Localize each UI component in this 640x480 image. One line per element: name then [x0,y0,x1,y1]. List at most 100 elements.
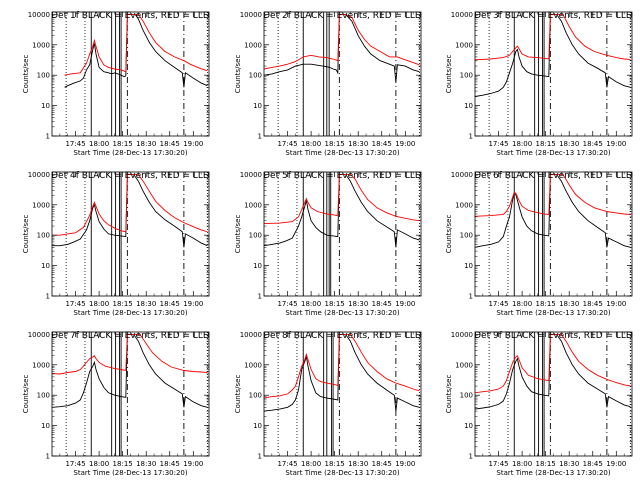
panel-8: 1 10 100 1000 10000 17:45 18:00 18:15 18:30 18:45… [234,331,422,477]
x-tick-label: 18:00 [512,300,532,308]
y-tick-label: 100 [37,392,50,400]
x-tick-label: 17:45 [277,300,297,308]
x-axis-label: Start Time (28-Dec-13 17:30:20) [285,309,399,317]
x-tick-label: 18:00 [301,460,321,468]
y-tick-label: 10 [41,422,50,430]
x-tick-label: 18:45 [372,300,392,308]
panel-3: 1 10 100 1000 10000 17:45 18:00 18:15 18:30 18:45… [445,11,633,157]
x-tick-label: 18:00 [89,460,109,468]
x-tick-label: 19:00 [606,140,626,148]
panel-7: 1 10 100 1000 10000 17:45 18:00 18:15 18:30 18:45… [22,331,210,477]
y-tick-label: 10 [253,262,262,270]
x-tick-label: 18:15 [325,460,345,468]
y-axis-label: Counts/sec [445,375,453,414]
y-tick-label: 1000 [455,361,473,369]
panel-title: Det 1f BLACK = Events, RED = LLD [51,11,210,21]
y-tick-label: 1000 [455,41,473,49]
y-axis-label: Counts/sec [234,55,242,94]
plot-frame [474,331,633,457]
panel-title: Det 7f BLACK = Events, RED = LLD [51,331,210,341]
y-tick-label: 1 [258,293,262,301]
x-tick-label: 18:30 [348,140,368,148]
x-tick-label: 18:15 [536,460,556,468]
y-tick-label: 1000 [244,361,262,369]
x-axis-label: Start Time (28-Dec-13 17:30:20) [496,149,610,157]
x-tick-label: 18:15 [113,300,133,308]
x-tick-label: 18:00 [89,140,109,148]
x-axis-label: Start Time (28-Dec-13 17:30:20) [285,469,399,477]
x-tick-label: 18:45 [372,140,392,148]
y-tick-label: 1 [469,133,473,141]
x-tick-label: 18:15 [536,300,556,308]
x-tick-label: 19:00 [395,300,415,308]
plot-frame [263,11,422,137]
x-axis-label: Start Time (28-Dec-13 17:30:20) [496,469,610,477]
x-tick-label: 18:45 [372,460,392,468]
x-tick-label: 19:00 [183,460,203,468]
y-tick-label: 10000 [28,11,50,19]
y-tick-label: 1000 [32,201,50,209]
y-tick-label: 10 [464,422,473,430]
x-tick-label: 17:45 [65,140,85,148]
x-tick-label: 17:45 [277,460,297,468]
x-tick-label: 17:45 [277,140,297,148]
panel-5: 1 10 100 1000 10000 17:45 18:00 18:15 18:30 18:45… [234,171,422,317]
y-tick-label: 1 [258,133,262,141]
events-series [64,13,208,88]
marker-lines [65,12,208,136]
x-tick-label: 17:45 [65,300,85,308]
x-tick-label: 18:30 [348,460,368,468]
panel-title: Det 2f BLACK = Events, RED = LLD [263,11,422,21]
x-tick-label: 18:30 [136,300,156,308]
x-tick-label: 18:30 [348,300,368,308]
plot-frame [51,331,210,457]
lld-series [52,333,208,375]
x-tick-label: 19:00 [395,140,415,148]
lld-series [264,13,420,70]
events-series [264,333,420,412]
x-tick-label: 19:00 [395,460,415,468]
y-tick-label: 10 [41,102,50,110]
panel-2: 1 10 100 1000 10000 17:45 18:00 18:15 18:30 18:45… [234,11,422,157]
x-tick-label: 18:15 [325,140,345,148]
x-tick-label: 18:15 [113,460,133,468]
x-tick-label: 18:45 [160,460,180,468]
y-tick-label: 100 [37,72,50,80]
events-series [475,13,631,97]
marker-lines [277,332,420,456]
x-tick-label: 18:00 [512,140,532,148]
x-tick-label: 17:45 [488,140,508,148]
y-tick-label: 10000 [240,11,262,19]
lld-series [475,13,631,61]
y-tick-label: 1 [469,453,473,461]
y-tick-label: 1 [46,453,50,461]
x-tick-label: 18:15 [113,140,133,148]
y-tick-label: 1 [46,133,50,141]
x-tick-label: 17:45 [488,460,508,468]
x-axis-label: Start Time (28-Dec-13 17:30:20) [73,469,187,477]
x-tick-label: 18:00 [512,460,532,468]
x-tick-label: 18:15 [325,300,345,308]
x-tick-label: 18:30 [136,460,156,468]
marker-lines [65,332,208,456]
x-tick-label: 19:00 [606,300,626,308]
y-tick-label: 10 [253,102,262,110]
x-tick-label: 18:00 [301,140,321,148]
x-tick-label: 18:45 [583,460,603,468]
x-tick-label: 17:45 [488,300,508,308]
y-tick-label: 10000 [451,331,473,339]
x-axis-label: Start Time (28-Dec-13 17:30:20) [285,149,399,157]
panel-title: Det 9f BLACK = Events, RED = LLD [474,331,633,341]
y-tick-label: 10000 [240,171,262,179]
lld-series [475,333,631,394]
y-tick-label: 1000 [455,201,473,209]
events-series [52,333,208,408]
lld-series [64,13,208,76]
x-tick-label: 18:45 [160,300,180,308]
y-tick-label: 100 [249,72,262,80]
y-tick-label: 100 [37,232,50,240]
marker-lines [65,172,208,296]
y-tick-label: 10000 [451,171,473,179]
lld-series [52,173,208,236]
y-axis-label: Counts/sec [234,375,242,414]
